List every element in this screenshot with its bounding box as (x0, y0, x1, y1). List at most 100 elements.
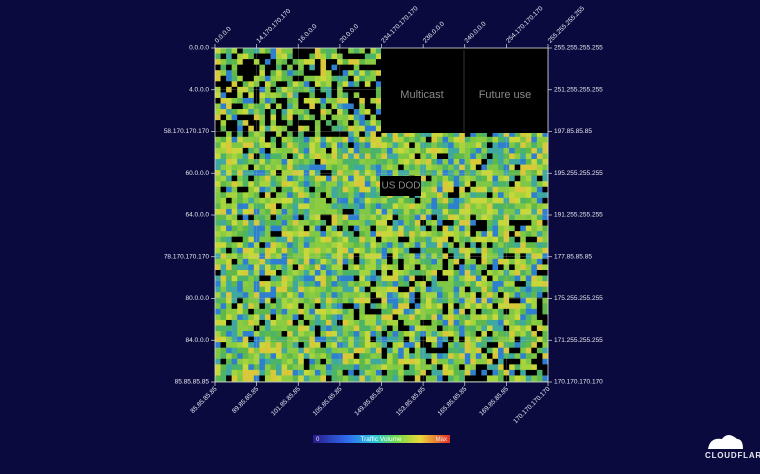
map-cell (264, 358, 271, 365)
map-cell (414, 314, 421, 321)
map-cell (248, 164, 255, 171)
map-cell (259, 258, 266, 265)
map-cell (215, 364, 221, 371)
map-cell (287, 114, 293, 121)
map-cell (481, 247, 488, 254)
map-cell (326, 369, 332, 376)
map-cell (259, 120, 266, 126)
map-cell (459, 236, 466, 243)
map-cell (264, 258, 271, 265)
map-cell (215, 103, 221, 110)
map-cell (464, 147, 471, 154)
map-cell (226, 275, 232, 282)
map-cell (531, 281, 538, 287)
map-cell (231, 325, 238, 332)
map-cell (353, 258, 360, 265)
map-cell (326, 214, 332, 221)
map-cell (353, 192, 360, 199)
map-cell (287, 186, 293, 193)
map-cell (309, 364, 316, 371)
map-cell (231, 369, 238, 376)
right-label: 175.255.255.255 (554, 295, 603, 302)
map-cell (375, 314, 382, 321)
map-cell (370, 331, 377, 337)
map-cell (342, 75, 349, 82)
map-cell (409, 136, 416, 143)
map-cell (215, 292, 221, 299)
map-cell (387, 208, 393, 215)
map-cell (248, 197, 255, 204)
map-cell (353, 64, 360, 71)
map-cell (425, 220, 432, 226)
map-cell (359, 81, 366, 88)
map-cell (437, 159, 443, 165)
map-cell (431, 136, 438, 143)
map-cell (514, 186, 521, 193)
map-cell (264, 319, 271, 326)
map-cell (387, 214, 393, 221)
map-cell (414, 308, 421, 315)
map-cell (287, 203, 293, 210)
map-cell (514, 303, 521, 310)
map-cell (314, 109, 321, 115)
map-cell (342, 281, 349, 287)
map-cell (381, 353, 388, 360)
map-cell (470, 131, 477, 138)
map-cell (381, 286, 388, 293)
map-cell (264, 236, 271, 243)
map-cell (459, 342, 466, 348)
map-cell (342, 264, 349, 271)
map-cell (531, 153, 538, 160)
map-cell (342, 358, 349, 365)
map-cell (242, 331, 249, 337)
map-cell (303, 75, 310, 82)
map-cell (414, 286, 421, 293)
map-cell (453, 364, 460, 371)
map-cell (298, 64, 305, 71)
map-cell (514, 153, 521, 160)
right-label: 197.85.85.85 (554, 128, 592, 135)
map-cell (464, 153, 471, 160)
map-cell (448, 192, 454, 199)
map-cell (303, 203, 310, 210)
map-cell (498, 164, 504, 171)
map-cell (309, 114, 316, 121)
map-cell (242, 92, 249, 99)
map-cell (303, 319, 310, 326)
map-cell (453, 314, 460, 321)
map-cell (459, 258, 466, 265)
map-cell (242, 147, 249, 154)
map-cell (514, 258, 521, 265)
map-cell (453, 159, 460, 165)
map-cell (431, 181, 438, 188)
map-cell (276, 319, 282, 326)
map-cell (314, 275, 321, 282)
map-cell (414, 220, 421, 226)
map-cell (331, 142, 338, 149)
map-cell (309, 170, 316, 176)
map-cell (320, 125, 327, 132)
map-cell (292, 342, 299, 348)
map-cell (414, 247, 421, 254)
map-cell (375, 231, 382, 237)
map-cell (459, 136, 466, 143)
map-cell (514, 170, 521, 176)
map-cell (437, 264, 443, 271)
map-cell (370, 142, 377, 149)
map-cell (425, 270, 432, 276)
map-cell (387, 197, 393, 204)
map-cell (353, 364, 360, 371)
map-cell (409, 314, 416, 321)
map-cell (403, 358, 410, 365)
map-cell (364, 192, 371, 199)
map-cell (425, 303, 432, 310)
map-cell (292, 314, 299, 321)
map-cell (287, 164, 293, 171)
map-cell (331, 319, 338, 326)
map-cell (437, 297, 443, 304)
map-cell (331, 192, 338, 199)
map-cell (320, 342, 327, 348)
map-cell (464, 308, 471, 315)
map-cell (431, 175, 438, 182)
map-cell (276, 214, 282, 221)
